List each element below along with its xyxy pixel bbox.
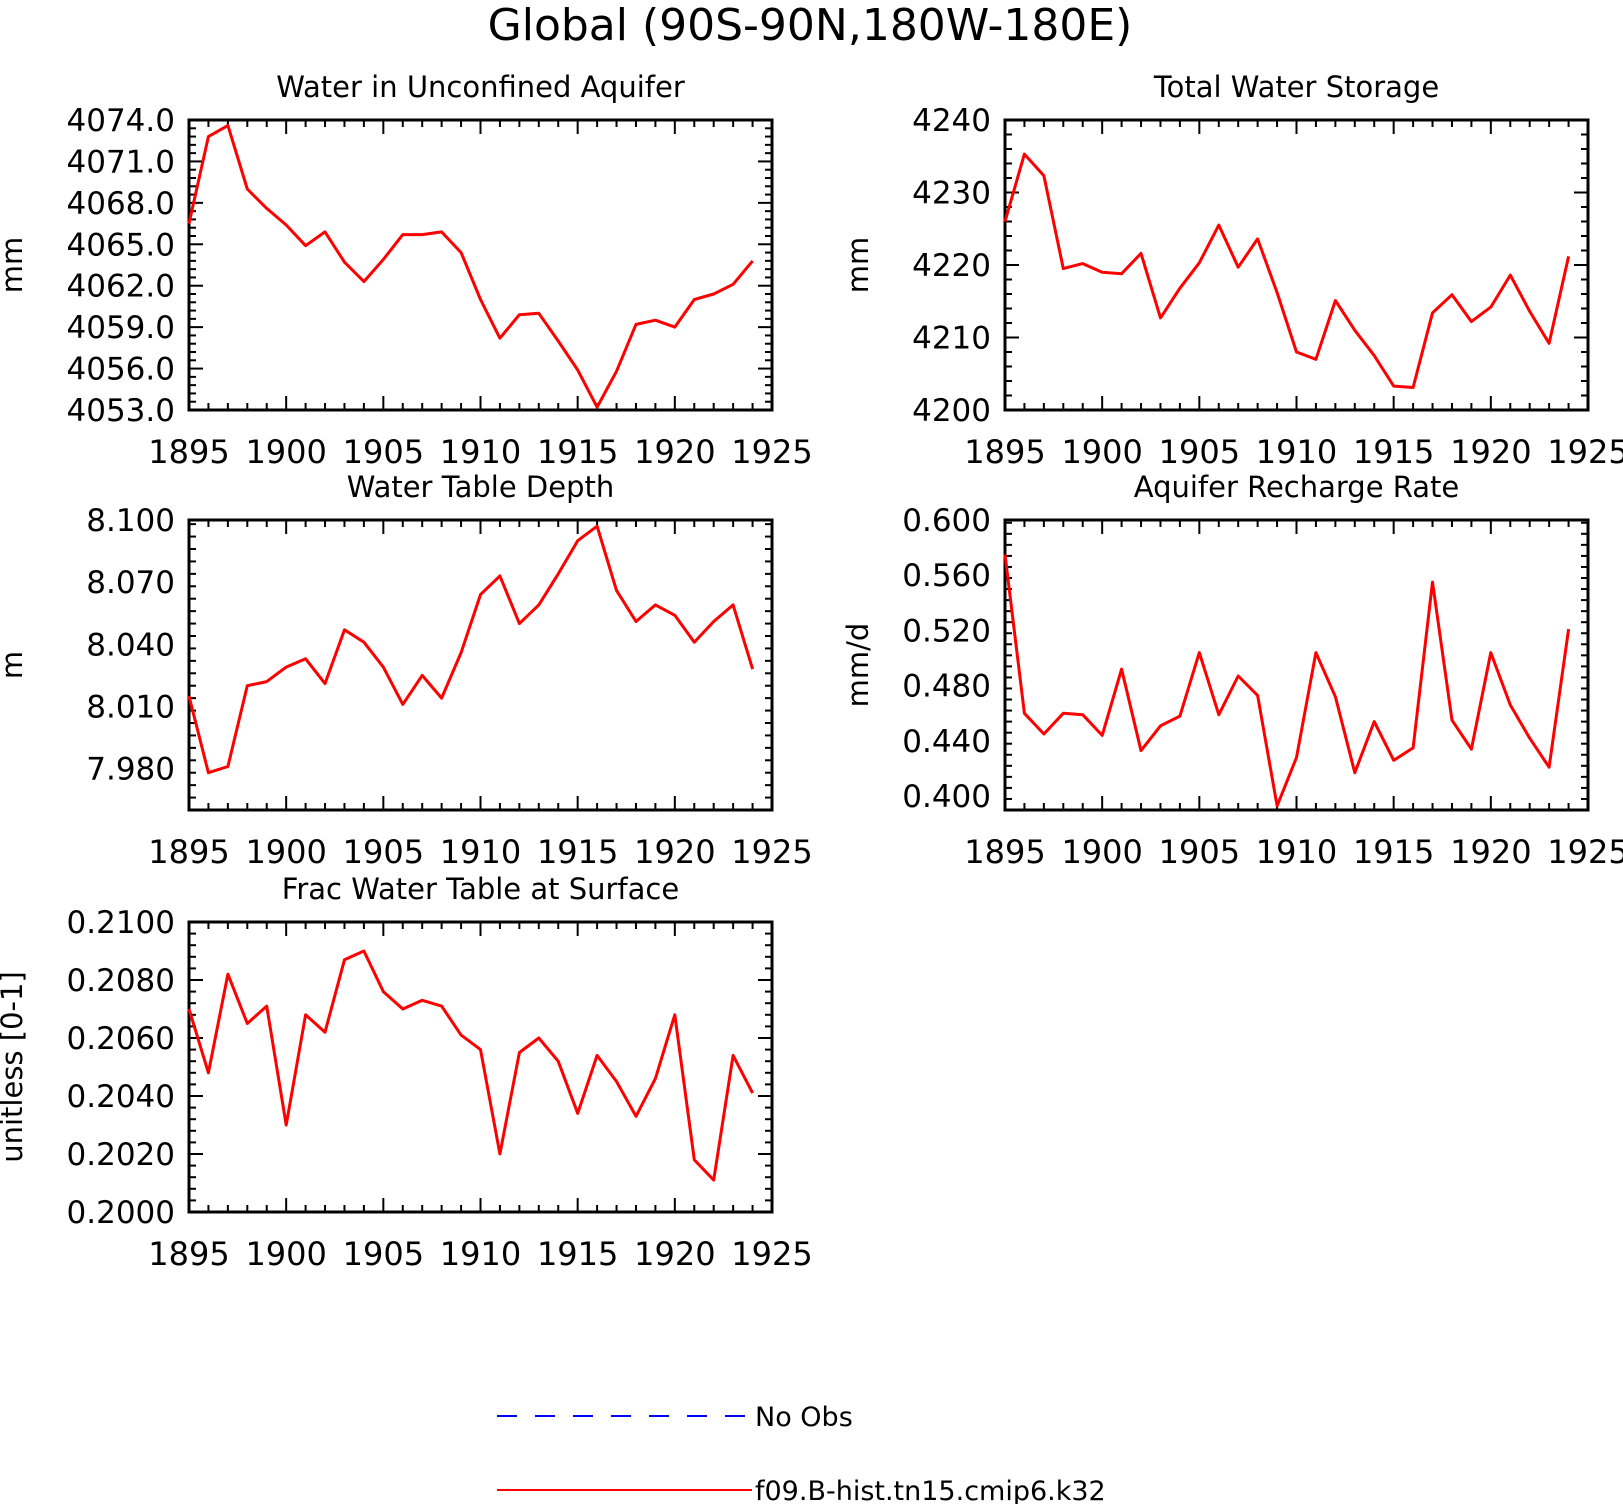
x-tick-label: 1920: [634, 433, 715, 471]
x-tick-label: 1900: [245, 433, 326, 471]
x-tick-label: 1910: [440, 433, 521, 471]
x-tick-label: 1900: [1061, 833, 1142, 871]
y-tick-label: 4068.0: [67, 186, 175, 222]
y-tick-label: 4074.0: [67, 103, 175, 139]
series-line: [1003, 152, 1571, 389]
y-tick-label: 4056.0: [67, 352, 175, 388]
y-axis-label: mm/d: [841, 623, 875, 708]
y-tick-label: 0.2000: [67, 1195, 175, 1231]
chart-panel: Water in Unconfined Aquifer 1895 1900 1905 1…: [0, 70, 813, 471]
plot-frame: [1003, 118, 1590, 412]
legend-obs-label: No Obs: [755, 1402, 853, 1433]
y-tick-label: 0.440: [902, 724, 991, 760]
y-tick-label: 4071.0: [67, 144, 175, 180]
y-tick-label: 0.520: [902, 613, 991, 649]
y-tick-label: 0.560: [902, 558, 991, 594]
y-axis-label: m: [0, 651, 29, 679]
y-tick-label: 0.480: [902, 669, 991, 705]
x-tick-label: 1895: [964, 833, 1045, 871]
y-axis-label: mm: [0, 237, 29, 294]
y-tick-label: 7.980: [86, 752, 175, 788]
y-tick-label: 0.2060: [67, 1021, 175, 1057]
x-tick-label: 1900: [245, 833, 326, 871]
y-tick-label: 0.2080: [67, 963, 175, 999]
series-line: [1003, 554, 1571, 808]
x-tick-label: 1915: [537, 833, 618, 871]
x-tick-label: 1905: [1159, 833, 1240, 871]
x-tick-label: 1915: [1353, 433, 1434, 471]
x-tick-label: 1915: [537, 1235, 618, 1273]
x-tick-label: 1920: [634, 833, 715, 871]
y-tick-label: 0.2100: [67, 905, 175, 941]
x-tick-label: 1910: [440, 1235, 521, 1273]
x-tick-label: 1895: [148, 1235, 229, 1273]
x-tick-label: 1920: [634, 1235, 715, 1273]
y-tick-label: 4200: [912, 393, 991, 429]
plot-frame: [187, 118, 774, 412]
y-tick-label: 4065.0: [67, 227, 175, 263]
chart-panels: Water in Unconfined Aquifer 1895 1900 1905 1…: [0, 70, 1623, 1273]
x-tick-label: 1910: [440, 833, 521, 871]
x-tick-label: 1910: [1256, 833, 1337, 871]
x-tick-label: 1925: [731, 1235, 812, 1273]
y-tick-label: 0.2020: [67, 1137, 175, 1173]
x-tick-label: 1920: [1450, 433, 1531, 471]
y-axis-label: mm: [841, 237, 875, 294]
chart-panel: Frac Water Table at Surface 1895 1900 1905 1…: [0, 872, 813, 1273]
panel-title: Frac Water Table at Surface: [282, 872, 679, 906]
y-tick-label: 4059.0: [67, 310, 175, 346]
x-tick-label: 1900: [1061, 433, 1142, 471]
y-tick-label: 4230: [912, 176, 991, 212]
x-tick-label: 1895: [964, 433, 1045, 471]
figure-title: Global (90S-90N,180W-180E): [488, 0, 1133, 51]
x-tick-label: 1915: [537, 433, 618, 471]
legend-model-label: f09.B-hist.tn15.cmip6.k32: [755, 1476, 1106, 1504]
x-tick-label: 1900: [245, 1235, 326, 1273]
y-tick-label: 0.400: [902, 779, 991, 815]
y-tick-label: 0.600: [902, 503, 991, 539]
series-line: [187, 124, 754, 409]
x-tick-label: 1905: [343, 1235, 424, 1273]
chart-panel: Aquifer Recharge Rate 1895 1900 1905 1910 191…: [841, 470, 1623, 871]
y-tick-label: 4053.0: [67, 393, 175, 429]
y-tick-label: 4210: [912, 321, 991, 357]
series-line: [187, 524, 755, 775]
y-tick-label: 8.040: [86, 627, 175, 663]
x-tick-label: 1925: [1547, 833, 1623, 871]
x-tick-label: 1895: [148, 433, 229, 471]
x-tick-label: 1905: [1159, 433, 1240, 471]
panel-title: Aquifer Recharge Rate: [1134, 470, 1460, 504]
plot-frame: [187, 518, 774, 812]
panel-title: Water in Unconfined Aquifer: [276, 70, 685, 104]
chart-panel: Water Table Depth 1895 1900 1905 1910 1915 192…: [0, 470, 813, 871]
x-tick-label: 1905: [343, 433, 424, 471]
x-tick-label: 1910: [1256, 433, 1337, 471]
y-tick-label: 8.100: [86, 503, 175, 539]
legend: No Obs f09.B-hist.tn15.cmip6.k32: [497, 1402, 1106, 1504]
y-axis-label: unitless [0-1]: [0, 971, 29, 1163]
x-tick-label: 1895: [148, 833, 229, 871]
y-tick-label: 0.2040: [67, 1079, 175, 1115]
y-tick-label: 4062.0: [67, 269, 175, 305]
x-tick-label: 1925: [1547, 433, 1623, 471]
y-tick-label: 8.070: [86, 565, 175, 601]
y-tick-label: 8.010: [86, 689, 175, 725]
y-tick-label: 4220: [912, 248, 991, 284]
series-line: [187, 949, 754, 1182]
x-tick-label: 1905: [343, 833, 424, 871]
x-tick-label: 1925: [731, 433, 812, 471]
y-tick-label: 4240: [912, 103, 991, 139]
panel-title: Total Water Storage: [1153, 70, 1439, 104]
panel-title: Water Table Depth: [347, 470, 615, 504]
x-tick-label: 1925: [731, 833, 812, 871]
x-tick-label: 1920: [1450, 833, 1531, 871]
plot-frame: [1003, 518, 1590, 812]
chart-panel: Total Water Storage 1895 1900 1905 1910 1915 1…: [841, 70, 1623, 471]
x-tick-label: 1915: [1353, 833, 1434, 871]
